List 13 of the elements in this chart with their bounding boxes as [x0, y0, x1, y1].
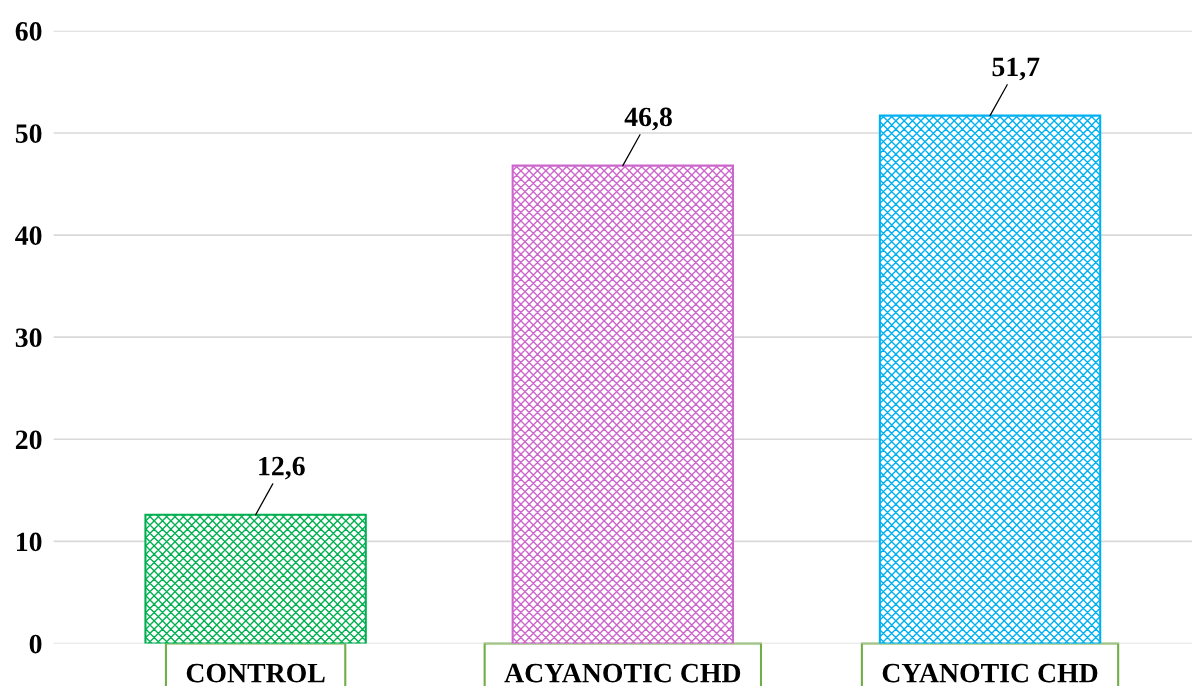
y-tick-label: 50	[15, 124, 42, 143]
y-tick-label: 20	[15, 430, 42, 450]
data-label: 12,6	[259, 456, 305, 480]
y-tick-label: 30	[15, 328, 42, 348]
y-tick-label: 0	[29, 634, 42, 654]
y-tick-label: 40	[15, 226, 42, 245]
y-tick-label: 10	[16, 532, 42, 552]
data-label: 46,8	[624, 107, 672, 131]
y-tick-label: 60	[15, 22, 42, 41]
x-tick-label: CYANOTIC CHD	[882, 663, 1098, 683]
data-label: 51,7	[992, 57, 1040, 81]
x-tick-label: CONTROL	[186, 663, 325, 683]
x-tick-label: ACYANOTIC CHD	[504, 663, 741, 683]
